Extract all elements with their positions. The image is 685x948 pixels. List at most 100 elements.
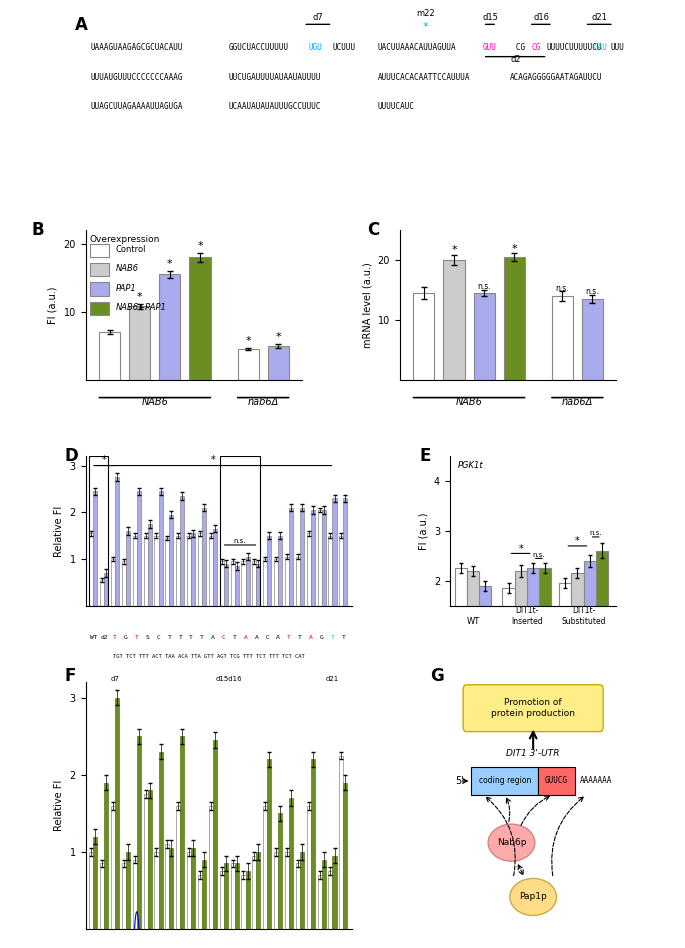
Text: G: G <box>429 667 444 685</box>
Bar <box>220 871 224 929</box>
Bar <box>467 571 479 681</box>
Bar <box>296 864 300 929</box>
Text: d16: d16 <box>533 13 549 23</box>
Text: T: T <box>178 634 182 640</box>
Bar <box>539 569 551 681</box>
Bar <box>169 515 173 606</box>
Bar <box>89 852 93 929</box>
Text: d2: d2 <box>510 55 521 64</box>
Bar <box>202 507 206 606</box>
Bar <box>274 852 278 929</box>
Bar <box>198 534 202 606</box>
Text: T: T <box>331 634 334 640</box>
Bar <box>479 586 492 681</box>
Bar <box>263 806 267 929</box>
Bar <box>224 864 228 929</box>
Text: A: A <box>255 634 258 640</box>
Bar <box>99 332 121 379</box>
Text: AUUUCACACAATTCCAUUUA: AUUUCACACAATTCCAUUUA <box>377 73 470 82</box>
Text: UUUUCAUC: UUUUCAUC <box>377 102 414 112</box>
Text: C: C <box>222 634 225 640</box>
FancyBboxPatch shape <box>463 684 603 732</box>
Bar <box>289 507 293 606</box>
Bar <box>455 569 467 681</box>
Bar <box>144 536 148 606</box>
Bar <box>267 536 271 606</box>
Bar <box>104 782 108 929</box>
Text: T: T <box>287 634 291 640</box>
Text: WT: WT <box>90 634 97 640</box>
Text: S: S <box>146 634 149 640</box>
Text: T: T <box>135 634 138 640</box>
Text: *: * <box>137 292 142 302</box>
Bar <box>129 306 150 379</box>
Text: d21: d21 <box>592 13 608 23</box>
Bar <box>256 564 260 606</box>
Bar <box>144 794 148 929</box>
Text: *: * <box>167 260 173 269</box>
Bar <box>224 564 228 606</box>
Bar <box>285 852 289 929</box>
Text: NAB6: NAB6 <box>141 397 169 407</box>
Bar <box>209 806 213 929</box>
Bar <box>180 737 184 929</box>
Bar <box>300 507 304 606</box>
Text: m22: m22 <box>416 9 435 18</box>
Text: d2: d2 <box>101 634 108 640</box>
Bar <box>328 871 332 929</box>
Text: UAAAGUAAGAGCGCUACAUU: UAAAGUAAGAGCGCUACAUU <box>91 44 184 52</box>
Bar <box>238 349 259 379</box>
Bar <box>413 293 434 379</box>
Bar <box>231 864 235 929</box>
Text: nab6Δ: nab6Δ <box>247 397 279 407</box>
Bar <box>111 806 115 929</box>
Text: A: A <box>276 634 280 640</box>
Bar <box>473 293 495 379</box>
FancyBboxPatch shape <box>90 283 110 296</box>
Text: C: C <box>367 221 379 239</box>
Bar <box>267 759 271 929</box>
Text: n.s.: n.s. <box>586 287 599 296</box>
Bar <box>296 556 300 606</box>
Bar <box>100 864 104 929</box>
Bar <box>93 491 97 606</box>
Bar <box>111 559 115 606</box>
Text: T: T <box>342 634 345 640</box>
Bar <box>148 524 152 606</box>
Bar <box>322 510 325 606</box>
Bar <box>241 875 245 929</box>
Bar <box>263 559 267 606</box>
Text: D: D <box>64 447 78 465</box>
Bar <box>503 257 525 379</box>
Text: *: * <box>512 244 517 254</box>
Bar <box>191 534 195 606</box>
Text: NAB6: NAB6 <box>456 397 482 407</box>
Text: T: T <box>200 634 204 640</box>
Bar <box>300 852 304 929</box>
Text: A: A <box>75 16 88 34</box>
Text: C: C <box>157 634 160 640</box>
Bar <box>137 737 141 929</box>
Text: AAAAAAA: AAAAAAA <box>580 776 612 786</box>
Bar <box>343 499 347 606</box>
Bar <box>311 759 315 929</box>
Bar <box>527 569 539 681</box>
Bar <box>268 346 289 379</box>
Bar <box>133 860 137 929</box>
Bar <box>115 477 119 606</box>
Bar <box>332 856 336 929</box>
Text: d7: d7 <box>312 13 323 23</box>
Bar <box>235 864 239 929</box>
Text: n.s.: n.s. <box>532 552 545 557</box>
Text: GUU: GUU <box>483 44 497 52</box>
Bar <box>252 561 256 606</box>
FancyBboxPatch shape <box>90 301 110 316</box>
Bar <box>154 536 158 606</box>
Text: UUAGCUUAGAAAAUUAGUGA: UUAGCUUAGAAAAUUAGUGA <box>91 102 184 112</box>
Text: *: * <box>210 455 215 465</box>
Bar <box>343 782 347 929</box>
Bar <box>93 836 97 929</box>
Bar <box>165 845 169 929</box>
Bar <box>503 589 514 681</box>
Bar <box>582 299 603 379</box>
